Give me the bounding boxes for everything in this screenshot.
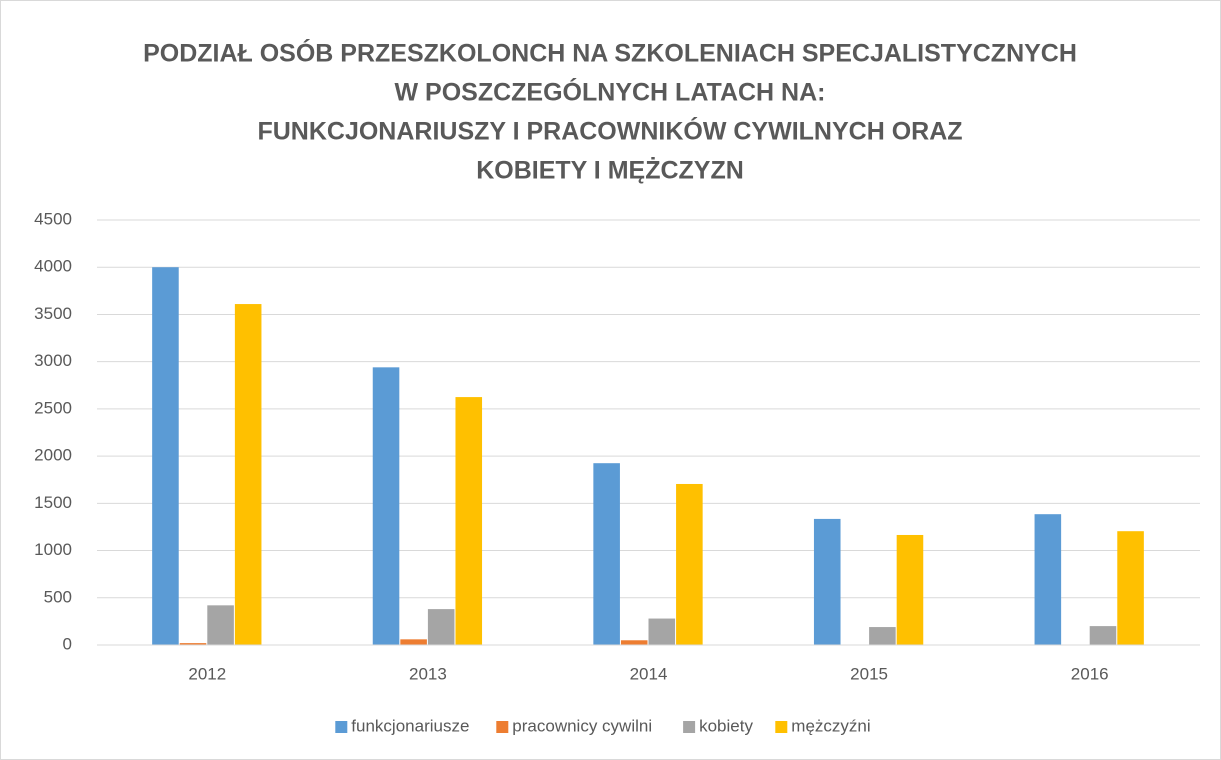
bar — [648, 618, 676, 645]
bar — [179, 643, 207, 645]
y-tick-label: 0 — [63, 634, 72, 653]
bar — [427, 609, 455, 645]
chart-title: KOBIETY I MĘŻCZYZN — [476, 157, 744, 185]
y-tick-label: 500 — [44, 587, 72, 606]
legend-swatch — [335, 721, 348, 733]
y-tick-label: 2500 — [34, 398, 72, 417]
legend-label: mężczyźni — [791, 716, 870, 735]
bar — [1034, 514, 1062, 645]
bar — [234, 304, 262, 645]
bar — [869, 627, 896, 645]
y-tick-label: 4000 — [34, 257, 72, 276]
y-tick-label: 1000 — [34, 540, 72, 559]
legend-label: pracownicy cywilni — [512, 716, 652, 735]
x-tick-label: 2015 — [850, 664, 888, 683]
x-tick-label: 2016 — [1071, 664, 1109, 683]
bar — [593, 463, 620, 645]
bar — [207, 605, 234, 645]
y-tick-label: 3000 — [34, 351, 72, 370]
chart-title: PODZIAŁ OSÓB PRZESZKOLONCH NA SZKOLENIAC… — [143, 38, 1077, 68]
y-tick-label: 2000 — [34, 446, 72, 465]
bar — [372, 367, 400, 645]
x-tick-label: 2014 — [630, 664, 668, 683]
y-tick-label: 3500 — [34, 304, 72, 323]
legend-label: kobiety — [699, 716, 753, 735]
legend-swatch — [683, 721, 696, 733]
x-tick-label: 2013 — [409, 664, 447, 683]
bar — [1089, 626, 1117, 645]
x-tick-label: 2012 — [188, 664, 226, 683]
legend-swatch — [775, 721, 788, 733]
bar — [676, 483, 703, 645]
y-tick-label: 4500 — [34, 209, 72, 228]
bar — [455, 397, 483, 645]
bar — [620, 640, 648, 645]
y-tick-label: 1500 — [34, 493, 72, 512]
bar — [152, 267, 179, 645]
chart-title: W POSZCZEGÓLNYCH LATACH NA: — [395, 77, 826, 107]
bar — [1117, 531, 1144, 645]
legend-swatch — [496, 721, 509, 733]
legend-label: funkcjonariusze — [351, 716, 469, 735]
chart-title: FUNKCJONARIUSZY I PRACOWNIKÓW CYWILNYCH … — [257, 116, 962, 146]
bar — [400, 639, 427, 645]
bar — [813, 518, 841, 645]
bar — [896, 534, 924, 645]
